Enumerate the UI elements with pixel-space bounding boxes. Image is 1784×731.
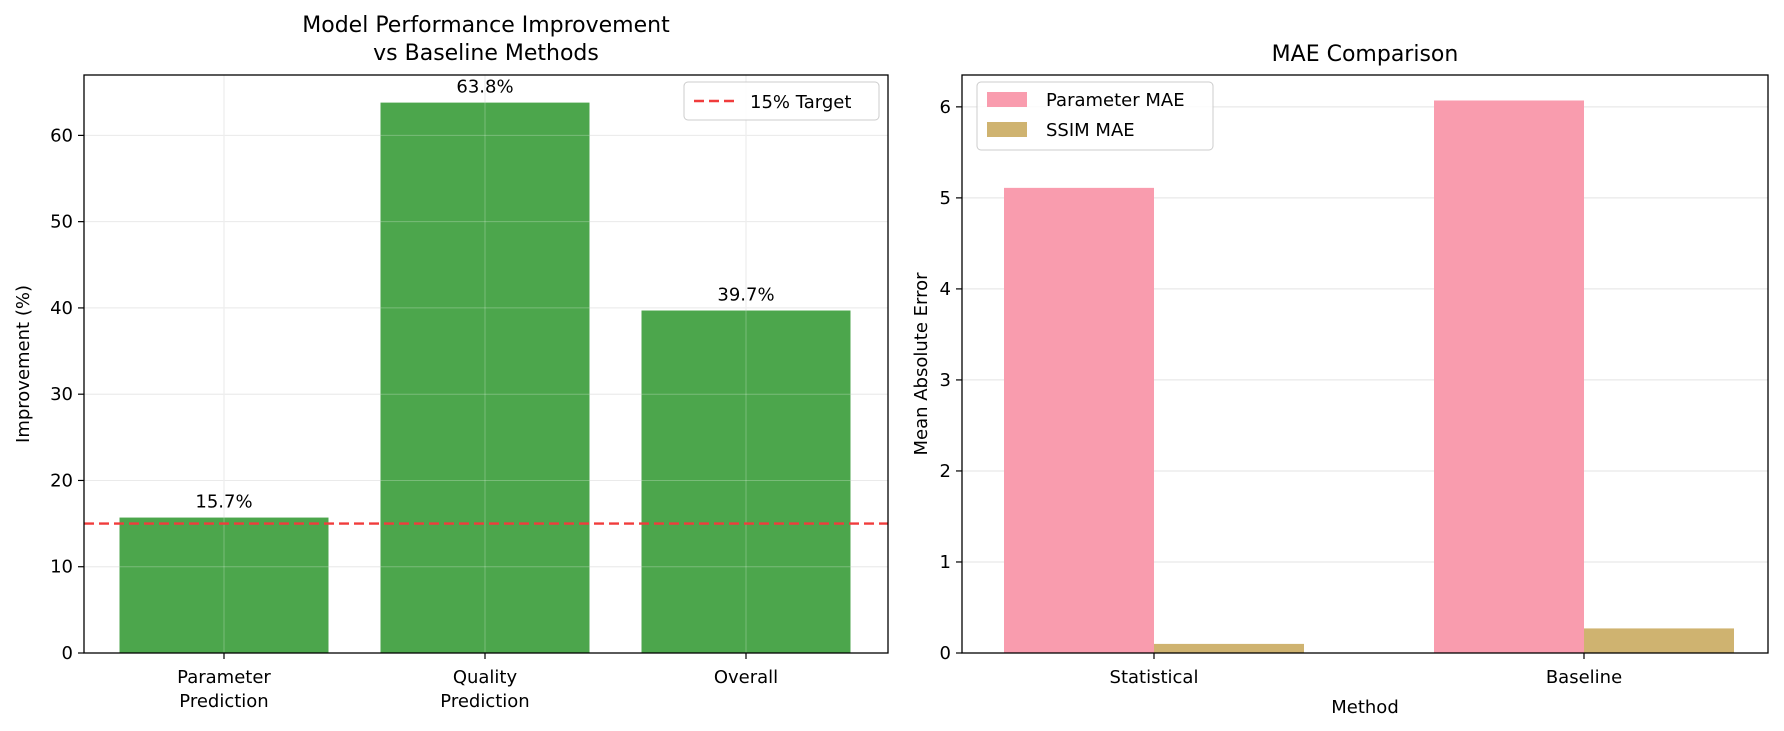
y-tick-label: 20	[50, 470, 73, 491]
mae-chart-title: MAE Comparison	[1272, 42, 1459, 67]
mae-chart-legend: Parameter MAE SSIM MAE	[976, 81, 1214, 151]
improvement-chart-x-axis: Parameter Prediction Quality Prediction Over…	[177, 653, 778, 712]
improvement-chart-title: Model Performance Improvement vs Baseline…	[302, 13, 670, 66]
y-tick-label: 6	[940, 97, 951, 118]
bar-quality-prediction	[380, 102, 590, 654]
y-tick-label: 2	[940, 461, 951, 482]
bar-ssim-mae-statistical	[1154, 643, 1304, 653]
legend-target-label: 15% Target	[750, 92, 851, 113]
y-tick-label: 5	[940, 188, 951, 209]
y-tick-label: 4	[940, 279, 951, 300]
data-label: 15.7%	[195, 492, 252, 513]
legend-swatch-ssim-mae	[987, 122, 1027, 137]
bar-overall	[641, 310, 851, 653]
y-tick-label: 40	[50, 298, 73, 319]
improvement-chart-y-label: Improvement (%)	[13, 285, 34, 443]
x-tick-label: Prediction	[179, 691, 268, 712]
legend-label-ssim-mae: SSIM MAE	[1046, 120, 1135, 141]
x-tick-label: Overall	[714, 667, 778, 688]
x-tick-label: Prediction	[440, 691, 529, 712]
bar-parameter-mae-baseline	[1434, 100, 1584, 653]
y-tick-label: 50	[50, 212, 73, 233]
x-tick-label: Statistical	[1110, 667, 1199, 688]
mae-chart-y-axis: 0 1 2 3 4 5 6	[940, 97, 962, 664]
title-line: Model Performance Improvement	[302, 13, 670, 38]
bar-ssim-mae-baseline	[1584, 628, 1734, 653]
legend-box	[976, 81, 1214, 151]
improvement-chart-legend: 15% Target	[683, 81, 880, 121]
mae-chart-frame	[961, 74, 1769, 654]
x-tick-label: Baseline	[1546, 667, 1622, 688]
y-tick-label: 0	[62, 643, 73, 664]
y-tick-label: 10	[50, 557, 73, 578]
x-tick-label: Parameter	[177, 667, 271, 688]
y-tick-label: 60	[50, 125, 73, 146]
data-label: 39.7%	[717, 285, 774, 306]
mae-chart-bars	[1004, 100, 1734, 653]
mae-chart-x-label: Method	[1331, 697, 1399, 718]
improvement-chart-bars	[84, 75, 888, 654]
y-tick-label: 1	[940, 552, 951, 573]
legend-box	[683, 81, 880, 121]
bar-parameter-prediction	[119, 517, 329, 653]
improvement-chart-y-axis: 0 10 20 30 40 50 60	[50, 125, 84, 664]
data-label: 63.8%	[456, 77, 513, 98]
bar-parameter-mae-statistical	[1004, 187, 1154, 653]
mae-chart: 0 1 2 3 4 5 6 Statistical Baseline MAE Comparis…	[911, 42, 1769, 718]
x-tick-label: Quality	[453, 667, 518, 688]
legend-label-parameter-mae: Parameter MAE	[1046, 90, 1185, 111]
y-tick-label: 3	[940, 370, 951, 391]
legend-swatch-parameter-mae	[987, 92, 1027, 107]
mae-chart-x-axis: Statistical Baseline	[1110, 653, 1622, 688]
y-tick-label: 30	[50, 384, 73, 405]
title-line: vs Baseline Methods	[373, 41, 599, 66]
mae-chart-y-label: Mean Absolute Error	[911, 272, 932, 456]
improvement-chart-data-labels: 15.7% 63.8% 39.7%	[195, 77, 774, 513]
y-tick-label: 0	[940, 643, 951, 664]
improvement-chart-frame	[83, 74, 889, 654]
